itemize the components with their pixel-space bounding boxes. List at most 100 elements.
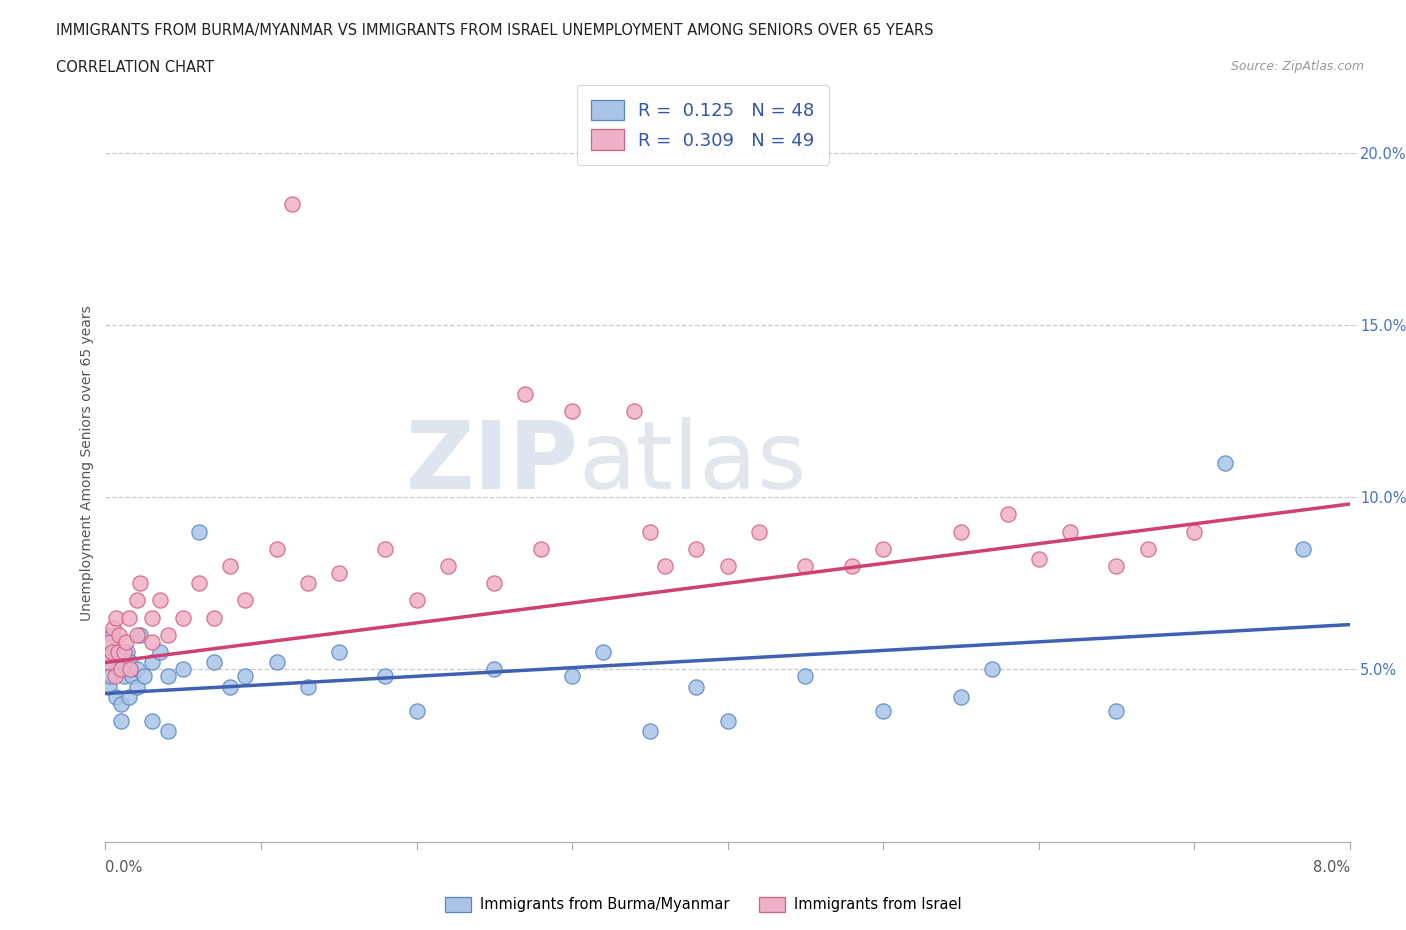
Point	[105, 689, 128, 704]
Point	[405, 593, 427, 608]
Text: Source: ZipAtlas.com: Source: ZipAtlas.com	[1230, 60, 1364, 73]
Y-axis label: Unemployment Among Seniors over 65 years: Unemployment Among Seniors over 65 years	[80, 305, 94, 620]
Point	[107, 662, 129, 677]
Point	[141, 634, 163, 649]
Point	[484, 662, 506, 677]
Point	[98, 634, 121, 649]
Point	[1028, 551, 1050, 566]
Point	[141, 713, 163, 728]
Point	[104, 644, 127, 659]
Point	[120, 655, 142, 670]
Point	[1215, 455, 1237, 470]
Point	[187, 576, 209, 591]
Point	[125, 662, 148, 677]
Point	[107, 644, 129, 659]
Point	[202, 655, 225, 670]
Point	[219, 679, 242, 694]
Point	[997, 507, 1019, 522]
Point	[112, 669, 135, 684]
Text: ZIP: ZIP	[405, 417, 578, 509]
Point	[748, 525, 770, 539]
Text: atlas: atlas	[578, 417, 807, 509]
Point	[405, 703, 427, 718]
Point	[374, 541, 396, 556]
Point	[981, 662, 1004, 677]
Point	[436, 559, 458, 574]
Point	[110, 713, 132, 728]
Point	[134, 669, 156, 684]
Point	[515, 386, 537, 401]
Point	[156, 669, 179, 684]
Point	[949, 689, 972, 704]
Point	[794, 559, 817, 574]
Point	[1059, 525, 1081, 539]
Point	[685, 541, 707, 556]
Point	[125, 679, 148, 694]
Point	[187, 525, 209, 539]
Text: 8.0%: 8.0%	[1313, 860, 1350, 875]
Point	[297, 576, 319, 591]
Point	[104, 669, 127, 684]
Text: CORRELATION CHART: CORRELATION CHART	[56, 60, 214, 75]
Point	[103, 655, 125, 670]
Point	[149, 644, 172, 659]
Point	[841, 559, 863, 574]
Point	[949, 525, 972, 539]
Point	[118, 689, 141, 704]
Point	[297, 679, 319, 694]
Point	[1292, 541, 1315, 556]
Text: IMMIGRANTS FROM BURMA/MYANMAR VS IMMIGRANTS FROM ISRAEL UNEMPLOYMENT AMONG SENIO: IMMIGRANTS FROM BURMA/MYANMAR VS IMMIGRA…	[56, 23, 934, 38]
Legend: R =  0.125   N = 48, R =  0.309   N = 49: R = 0.125 N = 48, R = 0.309 N = 49	[576, 86, 828, 165]
Point	[141, 610, 163, 625]
Point	[97, 679, 120, 694]
Point	[266, 655, 288, 670]
Point	[120, 662, 142, 677]
Point	[638, 724, 661, 738]
Point	[235, 669, 257, 684]
Point	[1182, 525, 1205, 539]
Point	[114, 634, 136, 649]
Point	[872, 541, 894, 556]
Point	[235, 593, 257, 608]
Text: 0.0%: 0.0%	[105, 860, 142, 875]
Point	[108, 644, 131, 659]
Legend: Immigrants from Burma/Myanmar, Immigrants from Israel: Immigrants from Burma/Myanmar, Immigrant…	[439, 891, 967, 918]
Point	[561, 669, 583, 684]
Point	[1105, 559, 1128, 574]
Point	[114, 662, 136, 677]
Point	[149, 593, 172, 608]
Point	[110, 662, 132, 677]
Point	[108, 628, 131, 643]
Point	[172, 662, 194, 677]
Point	[872, 703, 894, 718]
Point	[374, 669, 396, 684]
Point	[118, 610, 141, 625]
Point	[156, 724, 179, 738]
Point	[654, 559, 676, 574]
Point	[638, 525, 661, 539]
Point	[98, 669, 121, 684]
Point	[125, 593, 148, 608]
Point	[685, 679, 707, 694]
Point	[112, 644, 135, 659]
Point	[128, 628, 150, 643]
Point	[328, 565, 350, 580]
Point	[141, 655, 163, 670]
Point	[561, 404, 583, 418]
Point	[623, 404, 645, 418]
Point	[592, 644, 614, 659]
Point	[219, 559, 242, 574]
Point	[266, 541, 288, 556]
Point	[110, 697, 132, 711]
Point	[97, 655, 120, 670]
Point	[1105, 703, 1128, 718]
Point	[172, 610, 194, 625]
Point	[530, 541, 553, 556]
Point	[484, 576, 506, 591]
Point	[717, 559, 740, 574]
Point	[115, 644, 138, 659]
Point	[100, 644, 122, 659]
Point	[105, 610, 128, 625]
Point	[128, 576, 150, 591]
Point	[328, 644, 350, 659]
